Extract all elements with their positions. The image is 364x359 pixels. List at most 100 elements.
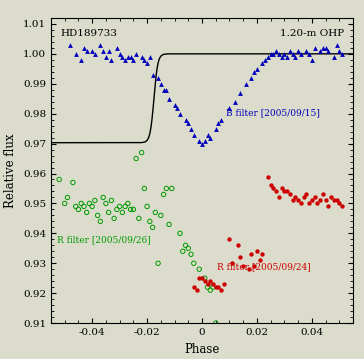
- Point: [153, 210, 158, 215]
- Point: [108, 197, 114, 203]
- Point: [172, 102, 178, 108]
- Point: [166, 96, 172, 102]
- Point: [205, 132, 210, 137]
- Point: [279, 186, 285, 191]
- Point: [334, 197, 340, 203]
- Point: [290, 51, 296, 57]
- Text: R filter [2005/09/26]: R filter [2005/09/26]: [57, 235, 151, 244]
- Point: [309, 197, 315, 203]
- Point: [130, 206, 136, 212]
- Point: [196, 266, 202, 272]
- Point: [331, 54, 337, 60]
- Point: [111, 215, 117, 221]
- Point: [210, 281, 216, 287]
- Point: [207, 135, 213, 140]
- Point: [293, 195, 298, 200]
- Point: [117, 204, 123, 209]
- Point: [185, 120, 191, 126]
- Point: [89, 48, 95, 54]
- Point: [298, 51, 304, 57]
- Point: [158, 81, 164, 87]
- Point: [210, 284, 216, 290]
- Point: [213, 284, 219, 290]
- Point: [276, 195, 282, 200]
- Point: [298, 201, 304, 206]
- Point: [320, 45, 326, 51]
- Point: [158, 213, 164, 218]
- Point: [100, 195, 106, 200]
- Point: [122, 57, 128, 63]
- Point: [185, 246, 191, 251]
- Point: [177, 111, 183, 117]
- Point: [270, 186, 276, 191]
- Point: [106, 210, 111, 215]
- Point: [279, 54, 285, 60]
- Point: [163, 87, 169, 93]
- Point: [183, 242, 189, 248]
- Point: [155, 75, 161, 81]
- Point: [260, 60, 265, 66]
- Point: [106, 48, 111, 54]
- Point: [281, 188, 287, 194]
- Point: [103, 201, 109, 206]
- Point: [144, 60, 150, 66]
- Point: [309, 57, 315, 63]
- Point: [328, 195, 334, 200]
- Point: [306, 201, 312, 206]
- Point: [202, 275, 208, 281]
- Point: [226, 237, 232, 242]
- Text: 1.20-m OHP: 1.20-m OHP: [280, 29, 344, 38]
- X-axis label: Phase: Phase: [184, 342, 220, 355]
- Point: [281, 51, 287, 57]
- Point: [108, 57, 114, 63]
- Point: [161, 192, 166, 197]
- Point: [125, 54, 131, 60]
- Point: [218, 287, 224, 293]
- Point: [92, 51, 98, 57]
- Point: [98, 219, 103, 224]
- Point: [276, 51, 282, 57]
- Point: [270, 51, 276, 57]
- Point: [188, 251, 194, 257]
- Point: [103, 54, 109, 60]
- Point: [317, 197, 323, 203]
- Point: [226, 105, 232, 111]
- Point: [205, 281, 210, 287]
- Point: [260, 251, 265, 257]
- Point: [320, 192, 326, 197]
- Point: [323, 45, 329, 51]
- Point: [215, 120, 221, 126]
- Point: [84, 48, 90, 54]
- Point: [125, 201, 131, 206]
- Point: [136, 215, 142, 221]
- Point: [304, 192, 309, 197]
- Point: [213, 320, 219, 326]
- Point: [98, 42, 103, 48]
- Point: [155, 260, 161, 266]
- Point: [142, 57, 147, 63]
- Point: [205, 284, 210, 290]
- Point: [265, 54, 271, 60]
- Point: [249, 75, 254, 81]
- Point: [142, 186, 147, 191]
- Point: [180, 248, 186, 254]
- Point: [161, 87, 166, 93]
- Point: [166, 222, 172, 227]
- Point: [191, 260, 197, 266]
- Point: [254, 66, 260, 72]
- Point: [314, 201, 320, 206]
- Point: [331, 197, 337, 203]
- Point: [301, 195, 306, 200]
- Point: [262, 57, 268, 63]
- Point: [213, 126, 219, 131]
- Point: [312, 45, 317, 51]
- Point: [293, 54, 298, 60]
- Point: [67, 42, 73, 48]
- Point: [117, 51, 123, 57]
- Point: [273, 188, 279, 194]
- Text: B filter [2005/09/15]: B filter [2005/09/15]: [226, 109, 320, 118]
- Point: [325, 48, 331, 54]
- Point: [339, 51, 345, 57]
- Point: [119, 54, 125, 60]
- Point: [169, 186, 175, 191]
